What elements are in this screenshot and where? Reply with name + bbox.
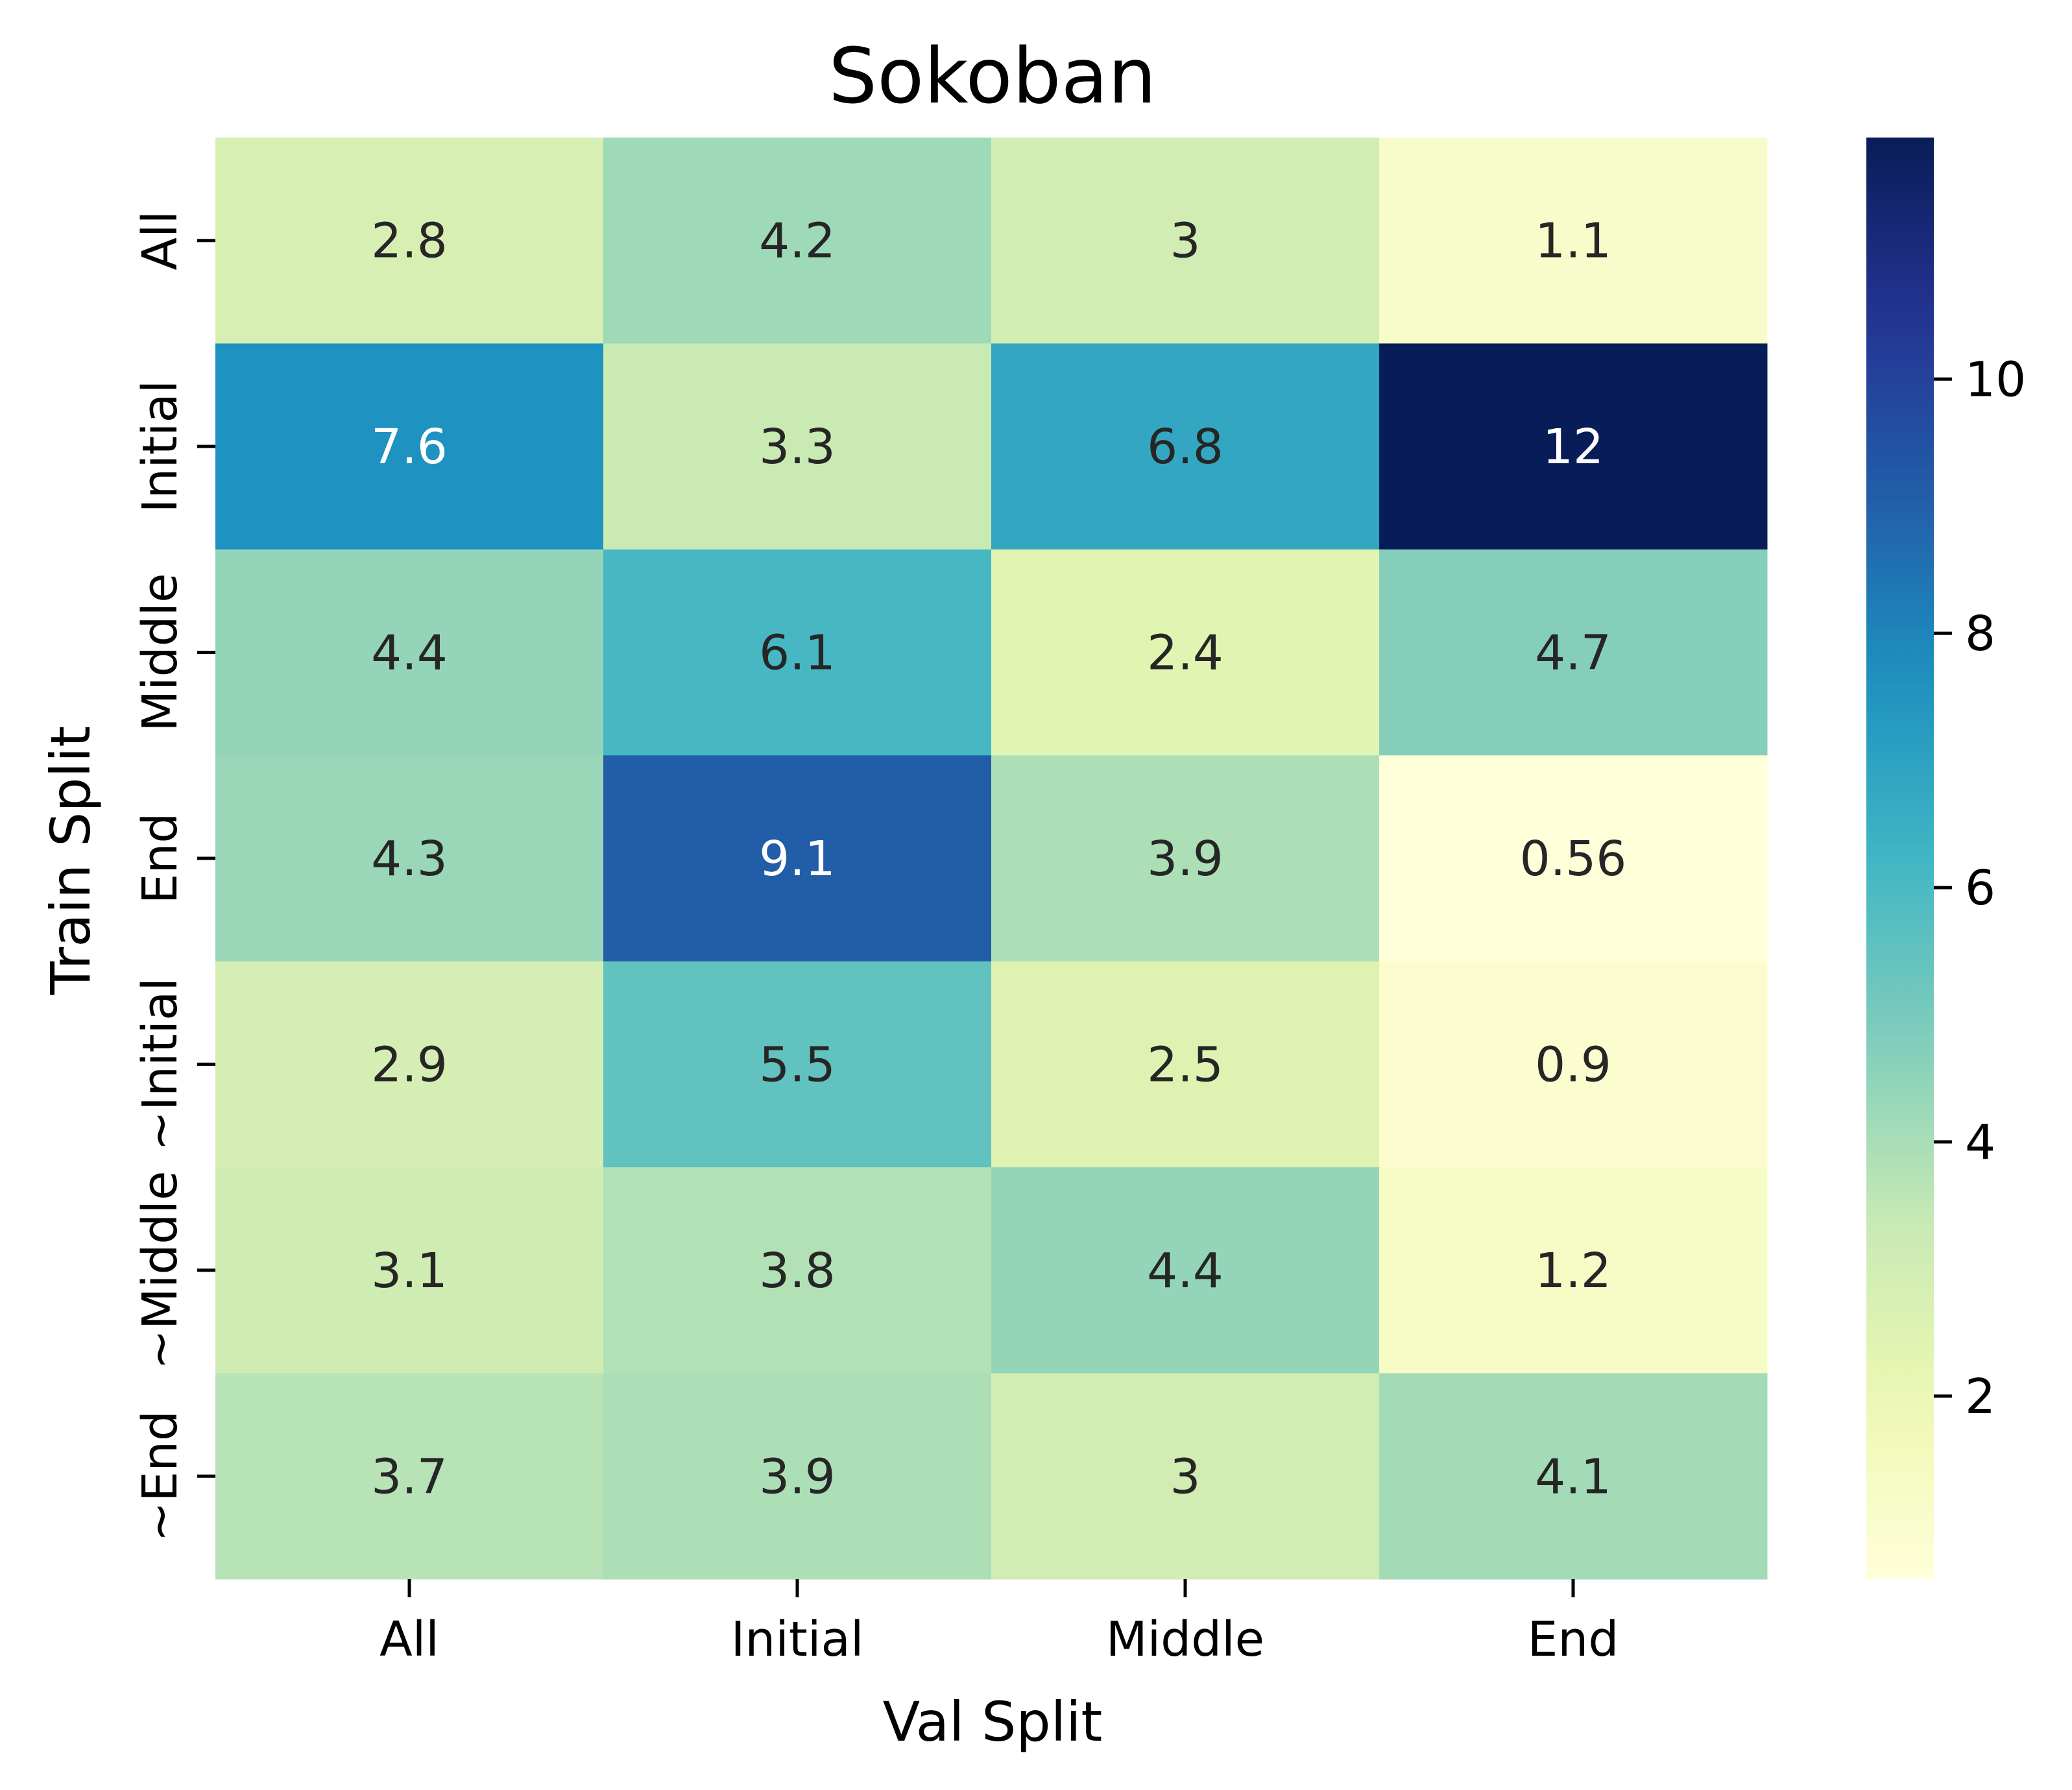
cell-value-label: 4.1: [1535, 1449, 1611, 1505]
cell-value-label: 6.8: [1147, 419, 1223, 475]
heatmap-cell: [215, 138, 604, 344]
heatmap-cell: [603, 755, 992, 962]
y-axis-label: Train Split: [39, 726, 102, 996]
cell-value-label: 2.4: [1147, 625, 1223, 681]
heatmap-cell: [991, 549, 1380, 756]
colorbar-tick-label: 10: [1965, 352, 2026, 407]
y-tick-label: ~Initial: [132, 978, 188, 1151]
heatmap-cell: [1379, 343, 1768, 550]
cell-value-label: 6.1: [759, 625, 836, 681]
x-tick-label: Initial: [731, 1612, 864, 1667]
colorbar-tick-label: 4: [1965, 1115, 1995, 1170]
heatmap-cell: [215, 1167, 604, 1374]
cell-value-label: 1.1: [1535, 213, 1611, 269]
colorbar-tick-label: 8: [1965, 606, 1995, 662]
cell-value-label: 7.6: [371, 419, 448, 475]
cell-value-label: 4.2: [759, 213, 836, 269]
y-tick-label: ~End: [132, 1410, 188, 1542]
heatmap-cell: [603, 549, 992, 756]
x-axis-label: Val Split: [883, 1690, 1103, 1754]
cell-value-label: 3.7: [371, 1449, 448, 1505]
colorbar-ticks: 2 4 6 8 10: [1934, 352, 2026, 1425]
cell-value-label: 3: [1170, 1449, 1200, 1505]
cell-value-label: 4.4: [1147, 1243, 1223, 1299]
heatmap-cell: [991, 1167, 1380, 1374]
heatmap-cell: [1379, 1373, 1768, 1580]
y-tick-label: Initial: [132, 380, 188, 513]
x-tick-label: Middle: [1106, 1612, 1264, 1667]
heatmap-cell: [991, 755, 1380, 962]
cell-value-label: 2.8: [371, 213, 448, 269]
cell-value-label: 9.1: [759, 831, 836, 887]
x-tick-label: End: [1528, 1612, 1619, 1667]
heatmap-cell: [1379, 1167, 1768, 1374]
heatmap-cell: [1379, 138, 1768, 344]
heatmap-cell: [603, 1373, 992, 1580]
heatmap-cell: [215, 755, 604, 962]
cell-value-label: 3.1: [371, 1243, 448, 1299]
cell-value-label: 2.5: [1147, 1037, 1223, 1093]
y-axis-ticks: All Initial Middle End ~Initial ~Middle ~End: [132, 211, 215, 1542]
cell-value-label: 3: [1170, 213, 1200, 269]
heatmap-cell: [1379, 961, 1768, 1168]
cell-value-label: 2.9: [371, 1037, 448, 1093]
heatmap-cell: [991, 1373, 1380, 1580]
cell-value-label: 4.3: [371, 831, 448, 887]
cell-value-label: 1.2: [1535, 1243, 1611, 1299]
heatmap-cell: [991, 343, 1380, 550]
cell-value-label: 4.4: [371, 625, 448, 681]
cell-value-label: 3.9: [1147, 831, 1223, 887]
colorbar: [1866, 138, 1934, 1579]
heatmap-cell: [603, 961, 992, 1168]
x-tick-label: All: [379, 1612, 439, 1667]
y-tick-label: All: [132, 211, 188, 271]
heatmap-cells: 2.8 4.2 3 1.1 7.6 3.3 6.8 12 4.4 6.1 2.4 4.7 4.3 9.1 3…: [215, 138, 1768, 1580]
heatmap-cell: [215, 549, 604, 756]
heatmap-cell: [215, 961, 604, 1168]
x-axis-ticks: All Initial Middle End: [379, 1579, 1619, 1667]
cell-value-label: 12: [1543, 419, 1604, 475]
cell-value-label: 5.5: [759, 1037, 836, 1093]
heatmap-cell: [603, 138, 992, 344]
cell-value-label: 0.9: [1535, 1037, 1611, 1093]
chart-title: Sokoban: [828, 31, 1156, 121]
heatmap-cell: [603, 343, 992, 550]
heatmap-cell: [1379, 755, 1768, 962]
heatmap-cell: [1379, 549, 1768, 756]
colorbar-tick-label: 2: [1965, 1369, 1995, 1425]
heatmap-cell: [991, 138, 1380, 344]
heatmap-cell: [603, 1167, 992, 1374]
heatmap-cell: [991, 961, 1380, 1168]
y-tick-label: Middle: [132, 573, 188, 731]
cell-value-label: 4.7: [1535, 625, 1611, 681]
cell-value-label: 3.3: [759, 419, 836, 475]
cell-value-label: 0.56: [1520, 831, 1627, 887]
cell-value-label: 3.8: [759, 1243, 836, 1299]
y-tick-label: ~Middle: [132, 1171, 188, 1370]
y-tick-label: End: [132, 813, 188, 904]
heatmap-cell: [215, 1373, 604, 1580]
heatmap-cell: [215, 343, 604, 550]
colorbar-tick-label: 6: [1965, 860, 1995, 916]
cell-value-label: 3.9: [759, 1449, 836, 1505]
